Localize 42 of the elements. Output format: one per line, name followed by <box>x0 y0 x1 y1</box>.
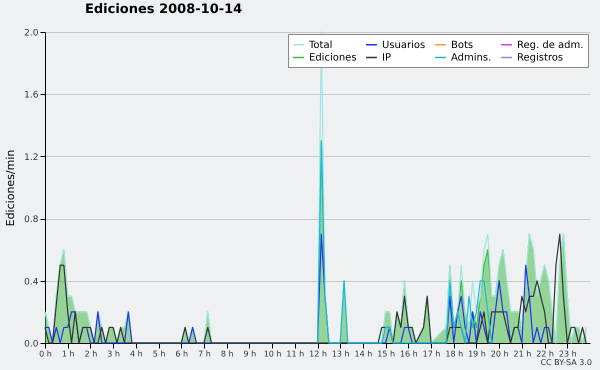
x-tick-label: 11 h <box>286 350 304 358</box>
x-tick-label: 15 h <box>377 350 396 358</box>
x-tick-label: 21 h <box>513 350 532 358</box>
x-tick-label: 2 h <box>84 350 98 358</box>
x-tick-label: 18 h <box>445 350 464 358</box>
line-series <box>316 140 492 344</box>
x-tick-label: 1 h <box>62 350 75 358</box>
x-tick-label: 14 h <box>354 350 372 358</box>
y-axis-title: Ediciones/min <box>4 150 18 226</box>
x-tick-label: 4 h <box>130 350 143 358</box>
x-tick-label: 22 h <box>536 350 554 358</box>
legend-label: Ediciones <box>309 52 357 64</box>
x-tick-label: 23 h <box>558 350 577 358</box>
text: CC BY-SA 3.0 <box>540 358 592 367</box>
y-tick-label: 1.2 <box>24 152 38 163</box>
legend-label: Usuarios <box>382 40 426 51</box>
legend-label: Registros <box>517 52 564 64</box>
x-tick-label: 8 h <box>220 350 234 358</box>
x-tick-label: 19 h <box>468 350 486 358</box>
legend-label: Reg. de adm. <box>517 40 584 51</box>
x-tick-label: 7 h <box>198 350 211 358</box>
chart-title: Ediciones 2008-10-14 <box>85 2 242 17</box>
x-tick-label: 3 h <box>107 350 120 358</box>
y-tick-label: 1.6 <box>24 90 39 101</box>
legend-label: IP <box>382 52 391 64</box>
x-tick-label: 6 h <box>175 350 188 358</box>
x-tick-label: 13 h <box>332 350 350 358</box>
legend-label: Bots <box>451 40 474 51</box>
legend-label: Admins. <box>451 52 492 64</box>
x-tick-label: 5 h <box>152 350 166 358</box>
y-tick-label: 0.0 <box>24 340 39 350</box>
x-tick-label: 10 h <box>264 350 282 358</box>
x-tick-label: 20 h <box>490 350 509 358</box>
legend-label: Total <box>308 40 332 51</box>
x-tick-label: 12 h <box>309 350 327 358</box>
x-tick-label: 0 h <box>39 350 52 358</box>
x-tick-label: 9 h <box>244 350 256 358</box>
x-tick-label: 16 h <box>400 350 418 358</box>
x-tick-label: 17 h <box>422 350 440 358</box>
y-tick-label: 0.4 <box>24 277 39 288</box>
y-tick-label: 0.8 <box>24 215 39 226</box>
y-tick-label: 2.0 <box>24 28 39 38</box>
